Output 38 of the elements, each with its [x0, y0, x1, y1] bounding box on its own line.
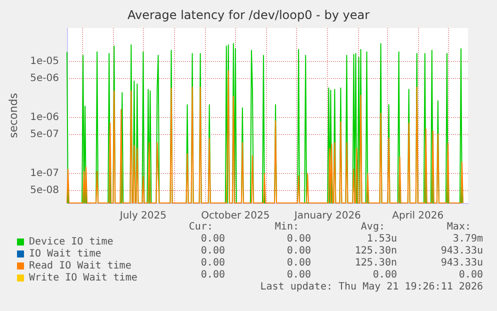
- text: 0.00: [200, 234, 225, 244]
- text: Min:: [274, 222, 299, 232]
- chart-title: Average latency for /dev/loop0 - by year: [127, 8, 370, 22]
- text: 0.00: [286, 234, 311, 244]
- text: 125.30n: [354, 258, 397, 268]
- text: 0.00: [200, 258, 225, 268]
- text: Last update: Thu May 21 19:26:11 2026: [260, 282, 483, 292]
- text: 0.00: [286, 246, 311, 256]
- y-tick-label: 5e-08: [30, 185, 59, 196]
- text: Max:: [446, 222, 471, 232]
- text: 0.00: [200, 246, 225, 256]
- x-tick-label: January 2026: [293, 210, 361, 222]
- x-tick-label: October 2025: [201, 210, 270, 222]
- text: 0.00: [458, 270, 483, 280]
- legend-label: Read IO Wait time: [29, 260, 132, 272]
- text: Cur:: [188, 222, 213, 232]
- text: 0.00: [286, 258, 311, 268]
- x-tick-label: April 2026: [392, 210, 444, 222]
- y-tick-label: 1e-05: [30, 56, 59, 68]
- y-tick-label: 5e-06: [30, 73, 59, 84]
- text: 0.00: [372, 270, 397, 280]
- legend-label: Write IO Wait time: [29, 272, 138, 284]
- text: 0.00: [200, 270, 225, 280]
- text: 1.53u: [366, 234, 397, 244]
- legend-label: IO Wait time: [29, 248, 102, 260]
- line-series: [66, 70, 464, 204]
- text: Avg:: [360, 222, 385, 232]
- y-axis-title: seconds: [7, 92, 20, 138]
- legend-label: Device IO time: [29, 236, 114, 248]
- y-tick-label: 5e-07: [30, 129, 59, 140]
- text: 3.79m: [452, 234, 483, 244]
- x-tick-label: July 2025: [118, 210, 167, 222]
- y-tick-label: 1e-06: [30, 112, 59, 124]
- text: 943.33u: [440, 246, 483, 256]
- text: 125.30n: [354, 246, 397, 256]
- y-tick-label: 1e-07: [30, 168, 59, 180]
- text: 0.00: [286, 270, 311, 280]
- text: 943.33u: [440, 258, 483, 268]
